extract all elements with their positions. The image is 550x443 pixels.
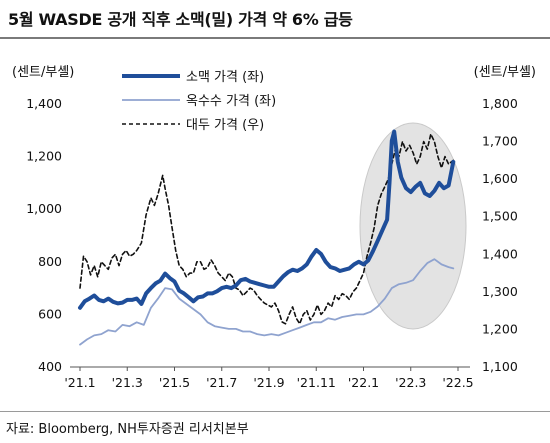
chart-title: 5월 WASDE 공개 직후 소맥(밀) 가격 약 6% 급등 bbox=[8, 10, 353, 29]
source-note: 자료: Bloomberg, NH투자증권 리서치본부 bbox=[6, 422, 249, 437]
right-axis-ticks: 1,100 1,200 1,300 1,400 1,500 1,600 1,700 1,800 bbox=[482, 96, 518, 374]
left-tick-label: 1,200 bbox=[26, 149, 62, 164]
right-tick-label: 1,200 bbox=[482, 321, 518, 336]
left-axis-unit: (센트/부셸) bbox=[12, 65, 75, 80]
x-tick-label: '22.5 bbox=[442, 375, 473, 390]
right-tick-label: 1,700 bbox=[482, 134, 518, 149]
highlight-ellipse bbox=[359, 122, 467, 330]
x-axis-ticks: '21.1 '21.3 '21.5 '21.7 '21.9 '21.11 '22.1 '22.… bbox=[64, 367, 474, 390]
right-axis-unit: (센트/부셸) bbox=[473, 65, 536, 80]
left-axis-ticks: 400 600 800 1,000 1,200 1,400 bbox=[26, 96, 62, 374]
left-tick-label: 400 bbox=[38, 359, 62, 374]
right-tick-label: 1,400 bbox=[482, 246, 518, 261]
x-tick-label: '22.1 bbox=[348, 375, 379, 390]
left-tick-label: 800 bbox=[38, 254, 62, 269]
legend-label-0: 소맥 가격 (좌) bbox=[186, 70, 264, 85]
x-tick-label: '21.11 bbox=[297, 375, 336, 390]
right-tick-label: 1,500 bbox=[482, 209, 518, 224]
x-tick-label: '21.9 bbox=[253, 375, 284, 390]
source-divider bbox=[0, 411, 550, 412]
right-tick-label: 1,800 bbox=[482, 96, 518, 111]
x-tick-label: '21.1 bbox=[64, 375, 95, 390]
title-divider bbox=[0, 37, 550, 39]
series-layer bbox=[78, 129, 456, 346]
x-tick-label: '21.5 bbox=[159, 375, 190, 390]
series-line-1 bbox=[79, 258, 455, 346]
right-tick-label: 1,300 bbox=[482, 284, 518, 299]
left-tick-label: 1,000 bbox=[26, 201, 62, 216]
legend-label-2: 대두 가격 (우) bbox=[186, 118, 264, 133]
legend: 소맥 가격 (좌) 옥수수 가격 (좌) 대두 가격 (우) bbox=[122, 70, 276, 133]
x-tick-label: '21.7 bbox=[206, 375, 237, 390]
left-tick-label: 600 bbox=[38, 306, 62, 321]
right-tick-label: 1,100 bbox=[482, 359, 518, 374]
x-tick-label: '22.3 bbox=[395, 375, 426, 390]
legend-label-1: 옥수수 가격 (좌) bbox=[186, 94, 276, 109]
right-tick-label: 1,600 bbox=[482, 171, 518, 186]
x-tick-label: '21.3 bbox=[112, 375, 143, 390]
left-tick-label: 1,400 bbox=[26, 96, 62, 111]
series-line-0 bbox=[78, 129, 456, 310]
